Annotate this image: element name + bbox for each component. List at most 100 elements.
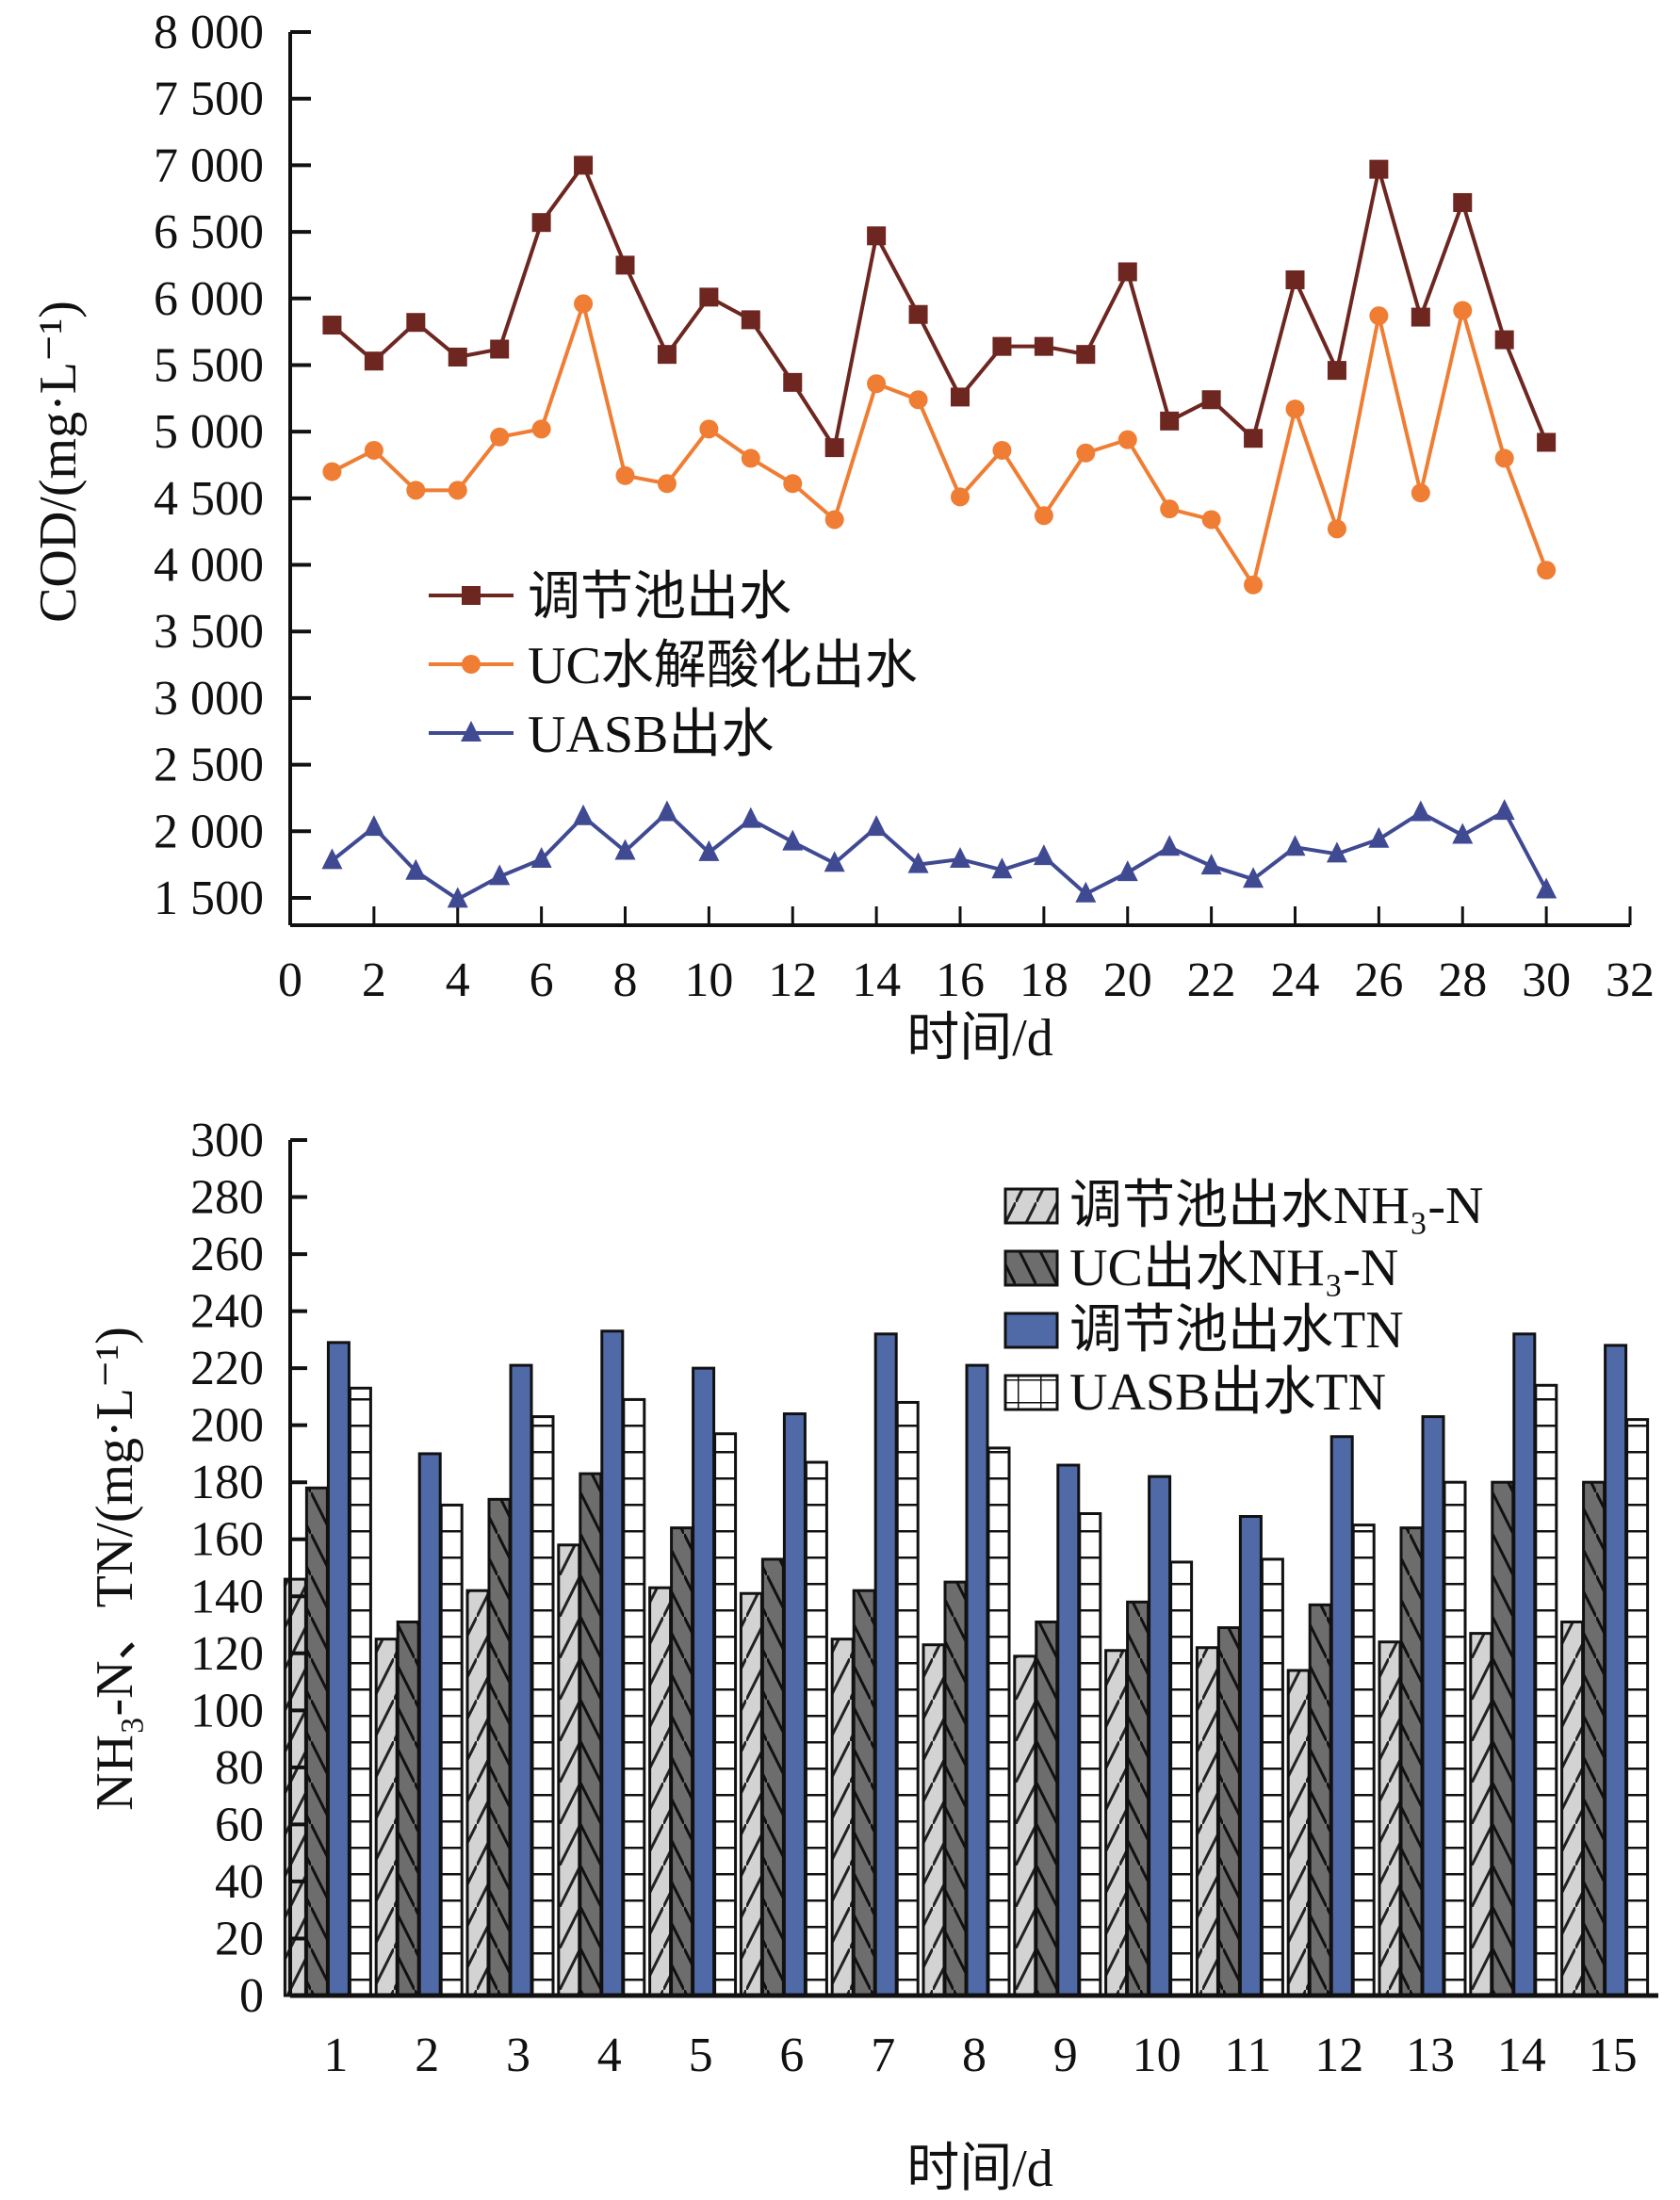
x-tick-label: 3 [506, 2029, 530, 2082]
x-tick-label: 15 [1589, 2029, 1638, 2082]
bar [1260, 1557, 1284, 1997]
x-tick-label: 13 [1406, 2029, 1455, 2082]
data-point [657, 474, 677, 494]
x-tick-label: 20 [1103, 953, 1152, 1007]
y-tick-label: 140 [190, 1570, 264, 1623]
data-point [615, 255, 635, 275]
data-point [951, 487, 970, 507]
bar [348, 1386, 372, 1997]
y-tick-label: 7 500 [154, 73, 264, 126]
bar [304, 1486, 329, 1997]
bar-group [922, 1363, 1011, 1997]
bar [530, 1415, 555, 1997]
y-tick-label: 1 500 [154, 872, 264, 925]
series-2 [322, 294, 1557, 595]
data-point [1076, 443, 1096, 463]
legend-item: UC水解酸化出水 [429, 637, 918, 695]
data-point [322, 316, 342, 335]
data-point [656, 800, 677, 822]
x-tick-label: 24 [1271, 953, 1320, 1007]
legend-swatch [1003, 1249, 1059, 1287]
bar [830, 1638, 855, 1997]
bar-group [648, 1366, 738, 1997]
line-chart-series [321, 155, 1558, 908]
x-tick-label: 26 [1354, 953, 1403, 1007]
data-point [1244, 575, 1264, 595]
bar-group [1286, 1435, 1376, 1997]
bar [1604, 1344, 1628, 1997]
y-tick-label: 160 [190, 1513, 264, 1567]
y-tick-label: 120 [190, 1627, 264, 1681]
bar [1238, 1515, 1263, 1997]
bar [1286, 1669, 1311, 1997]
data-point [699, 287, 719, 307]
x-tick-label: 1 [323, 2029, 348, 2082]
bar [1582, 1480, 1607, 1997]
x-tick-label: 22 [1187, 953, 1236, 1007]
y-tick-label: 2 500 [154, 739, 264, 792]
data-point [1034, 506, 1053, 526]
bar [579, 1472, 603, 1997]
data-point [1452, 823, 1474, 844]
data-point [1369, 159, 1389, 179]
data-point [1160, 499, 1180, 519]
data-point [405, 858, 427, 880]
bar [1399, 1526, 1424, 1997]
bar-group [1560, 1344, 1650, 1997]
bar-group [739, 1412, 828, 1997]
bar [670, 1526, 694, 1997]
y-tick-label: 280 [190, 1171, 264, 1225]
data-point [406, 313, 426, 333]
line-chart-x-axis-title: 时间/d [906, 1009, 1053, 1067]
bar [1126, 1600, 1150, 1997]
legend-label: 调节池出水NH₃-N [1069, 1177, 1484, 1235]
data-point [992, 336, 1012, 356]
y-tick-label: 100 [190, 1684, 264, 1737]
data-point [1117, 262, 1137, 282]
data-point [1536, 877, 1558, 899]
bar [1421, 1415, 1445, 1997]
x-tick-label: 8 [962, 2029, 987, 2082]
data-point [824, 851, 845, 872]
y-tick-label: 20 [215, 1912, 264, 1965]
data-point [364, 351, 383, 371]
data-point [741, 310, 760, 330]
data-point [448, 347, 467, 367]
bar [1169, 1560, 1194, 1997]
bar [600, 1329, 625, 1997]
bar [1491, 1480, 1515, 1997]
data-point [1453, 192, 1473, 212]
bar [782, 1412, 807, 1997]
legend-item: UASB出水 [429, 706, 774, 764]
y-tick-label: 4 000 [154, 539, 264, 593]
y-tick-label: 7 000 [154, 139, 264, 192]
data-point [1284, 835, 1306, 856]
data-point [1034, 336, 1053, 356]
legend-marker [462, 655, 481, 674]
bar [1469, 1632, 1493, 1997]
data-point [1326, 841, 1347, 863]
bar [509, 1363, 533, 1997]
data-point [1033, 844, 1054, 866]
x-tick-label: 28 [1438, 953, 1487, 1007]
bar [713, 1432, 738, 1997]
legend-swatch [1003, 1374, 1059, 1411]
x-tick-label: 18 [1019, 953, 1068, 1007]
x-tick-label: 11 [1224, 2029, 1271, 2082]
bar [1216, 1626, 1241, 1997]
bar [1078, 1511, 1102, 1997]
bar-group [283, 1341, 372, 1997]
legend-item: UASB出水TN [1003, 1363, 1386, 1422]
legend-label: 调节池出水 [528, 568, 791, 627]
data-point [447, 887, 468, 908]
data-point [1159, 835, 1181, 856]
legend-label: UC水解酸化出水 [528, 637, 918, 695]
y-tick-label: 5 500 [154, 338, 264, 392]
data-point [490, 339, 510, 359]
data-point [1537, 432, 1557, 452]
bar [1443, 1480, 1467, 1997]
data-point [657, 345, 677, 365]
data-point [615, 465, 635, 485]
data-point [1453, 301, 1473, 320]
